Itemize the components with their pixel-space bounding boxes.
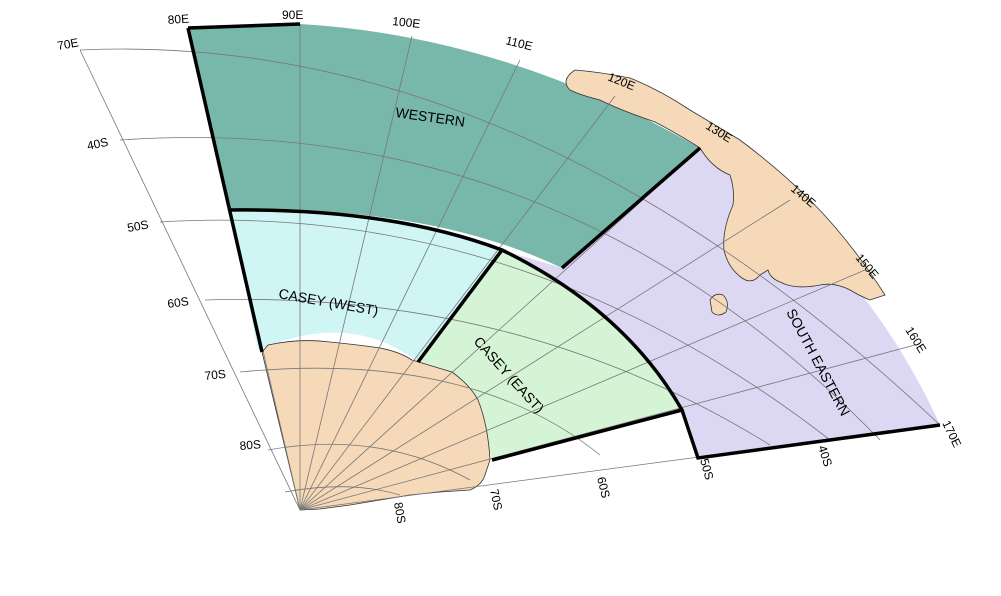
lon-label-160e: 160E xyxy=(902,324,929,355)
lon-label-110e: 110E xyxy=(504,33,534,53)
region-casey-west-fill xyxy=(230,209,502,362)
region-boundaries xyxy=(186,22,941,462)
lon-label-170e: 170E xyxy=(939,418,964,449)
region-casey-east-fill xyxy=(418,250,682,460)
lat-left-label-70s: 70S xyxy=(204,367,227,383)
antarctica-land xyxy=(261,340,491,511)
region-western-fill xyxy=(188,24,700,268)
lat-bottom-label-40s: 40S xyxy=(815,444,835,469)
lat-left-label-40s: 40S xyxy=(86,135,110,153)
latitude-labels-left: 40S 50S 60S 70S 80S xyxy=(86,135,262,453)
lat-left-label-60s: 60S xyxy=(166,294,189,311)
lon-label-70e: 70E xyxy=(56,35,79,52)
lat-bottom-label-80s: 80S xyxy=(391,501,408,524)
lat-left-label-50s: 50S xyxy=(126,217,149,234)
lon-label-90e: 90E xyxy=(282,8,303,22)
lat-left-label-80s: 80S xyxy=(239,437,261,453)
lat-bottom-label-60s: 60S xyxy=(594,475,613,499)
lat-bottom-label-70s: 70S xyxy=(487,488,505,512)
lon-label-100e: 100E xyxy=(392,14,421,31)
lon-label-80e: 80E xyxy=(167,12,189,27)
land-masses xyxy=(261,69,886,511)
lat-bottom-label-50s: 50S xyxy=(697,457,716,481)
latitude-labels-bottom: 80S 70S 60S 50S 40S xyxy=(391,444,835,525)
australia-land xyxy=(565,69,886,301)
tasmania-land xyxy=(709,293,728,316)
